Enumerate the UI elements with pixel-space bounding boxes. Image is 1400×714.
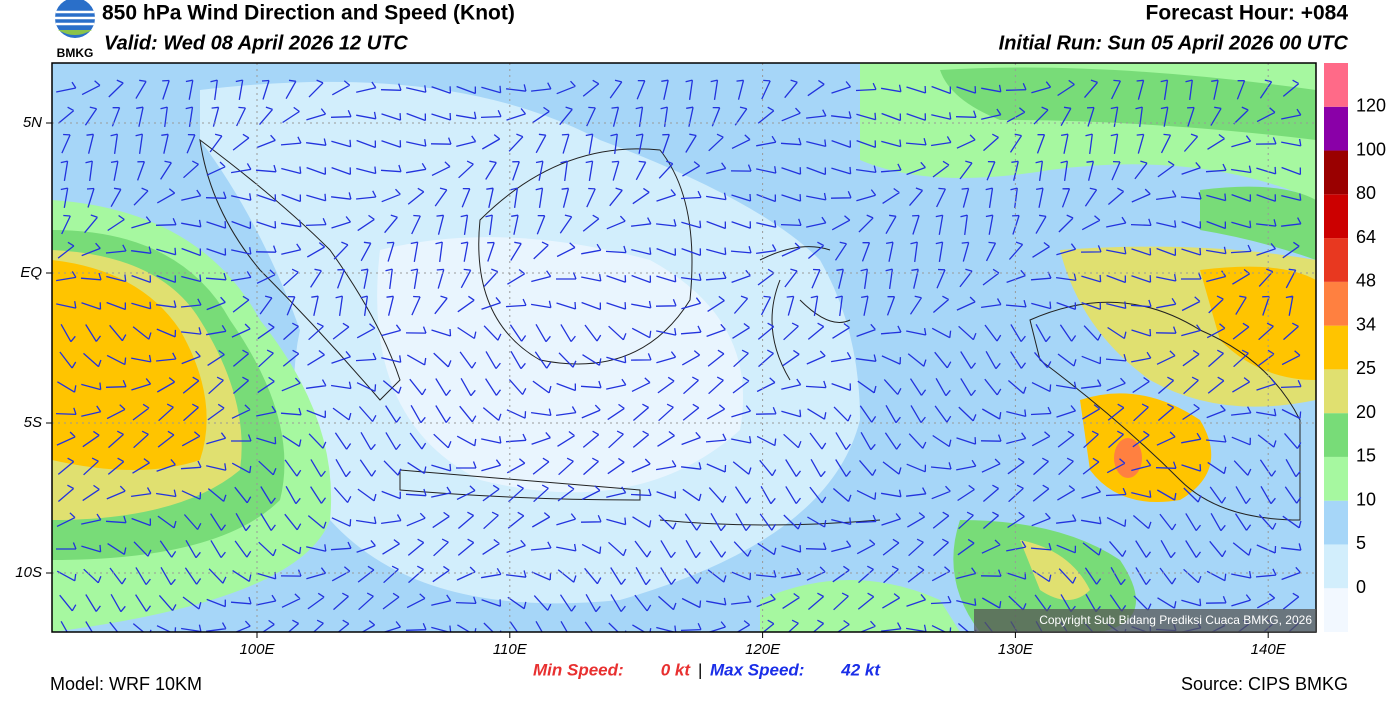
- lon-tick-label: 130E: [998, 641, 1034, 658]
- colorbar-label: 64: [1356, 227, 1376, 247]
- logo: [55, 0, 95, 38]
- colorbar-box: [1324, 281, 1348, 326]
- colorbar-label: 5: [1356, 533, 1366, 553]
- copyright-box: [974, 609, 1316, 632]
- colorbar-box: [1324, 413, 1348, 457]
- colorbar-box: [1324, 500, 1348, 545]
- colorbar-label: 80: [1356, 183, 1376, 203]
- lon-tick-label: 100E: [239, 641, 275, 658]
- lat-tick-label: 5S: [24, 414, 42, 431]
- lat-tick-label: 10S: [15, 564, 42, 581]
- title: 850 hPa Wind Direction and Speed (Knot): [102, 2, 515, 25]
- colorbar-label: 48: [1356, 271, 1376, 291]
- model: Model: WRF 10KM: [50, 674, 202, 694]
- valid-time: Valid: Wed 08 April 2026 12 UTC: [104, 32, 408, 54]
- min-speed-value: 0 kt: [661, 660, 692, 679]
- colorbar-label: 10: [1356, 489, 1376, 509]
- colorbar-box: [1324, 63, 1348, 107]
- colorbar-label: 34: [1356, 314, 1376, 334]
- copyright: Copyright Sub Bidang Prediksi Cuaca BMKG…: [1039, 613, 1312, 627]
- lon-tick-label: 110E: [493, 641, 528, 658]
- colorbar-label: 25: [1356, 358, 1376, 378]
- colorbar: 0 5 10 15 20 25 34 48 64 80 100 120: [1324, 63, 1386, 632]
- colorbar-box: [1324, 194, 1348, 239]
- wind-barbs: [55, 79, 1302, 632]
- colorbar-label: 100: [1356, 139, 1386, 159]
- lat-tick-label: 5N: [23, 114, 42, 131]
- graticule: 5N EQ 5S 10S 100E 110E 120E 130E 140E: [15, 63, 1316, 658]
- colorbar-box: [1324, 325, 1348, 370]
- colorbar-box: [1324, 544, 1348, 589]
- lon-tick-label: 120E: [745, 641, 781, 658]
- wind-barb-set: [55, 79, 1302, 632]
- colorbar-box: [1324, 369, 1348, 414]
- lat-tick-label: EQ: [20, 264, 42, 281]
- colorbar-box: [1324, 456, 1348, 501]
- lon-tick-label: 140E: [1251, 641, 1287, 658]
- logo-text: BMKG: [57, 46, 94, 60]
- max-speed-value: 42 kt: [840, 660, 881, 679]
- source: Source: CIPS BMKG: [1181, 674, 1348, 694]
- map-frame: [51, 62, 1317, 633]
- colorbar-label: 0: [1356, 577, 1366, 597]
- map-field: [52, 63, 1316, 632]
- forecast-hour: Forecast Hour: +084: [1146, 2, 1349, 25]
- colorbar-box: [1324, 106, 1348, 151]
- max-speed-label: Max Speed:: [710, 660, 804, 679]
- colorbar-box: [1324, 588, 1348, 632]
- colorbar-label: 20: [1356, 402, 1376, 422]
- colorbar-box: [1324, 238, 1348, 282]
- separator: |: [698, 660, 702, 679]
- colorbar-box: [1324, 150, 1348, 195]
- colorbar-label: 15: [1356, 446, 1376, 466]
- colorbar-label: 120: [1356, 96, 1386, 116]
- initial-run: Initial Run: Sun 05 April 2026 00 UTC: [999, 32, 1349, 54]
- min-speed-label: Min Speed:: [533, 660, 624, 679]
